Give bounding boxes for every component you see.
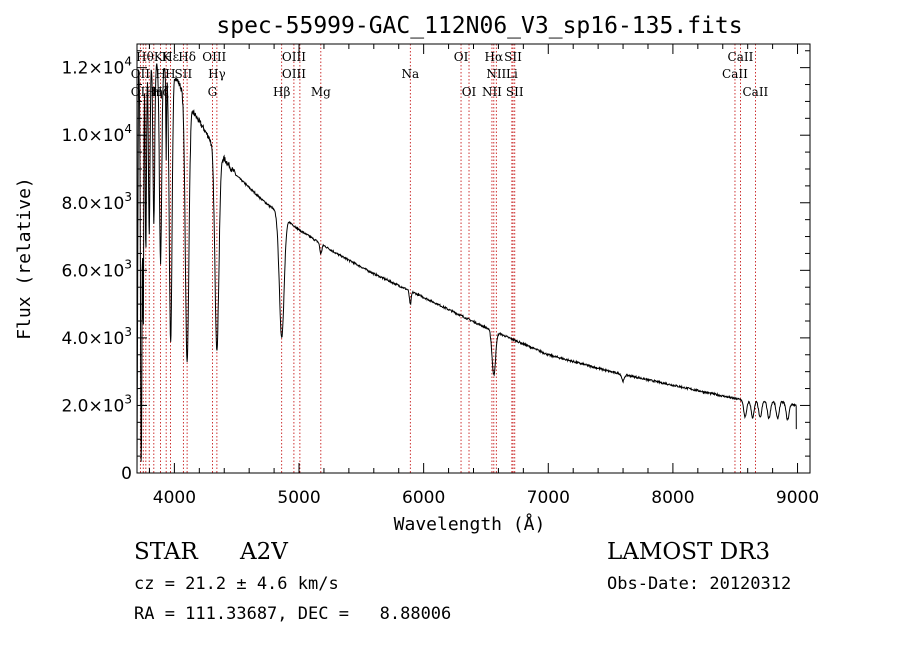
spectral-line-label: Li bbox=[506, 67, 518, 81]
spectral-line-label: OI bbox=[454, 50, 469, 64]
y-tick-label: 8.0×103 bbox=[61, 190, 132, 214]
spectral-line-label: SII bbox=[504, 50, 522, 64]
spectral-line-label: CaII bbox=[722, 67, 748, 81]
x-tick-label: 4000 bbox=[153, 488, 196, 508]
spectral-line-label: OIII bbox=[202, 50, 226, 64]
spectral-line-label: OIII bbox=[282, 67, 306, 81]
x-tick-label: 5000 bbox=[277, 488, 320, 508]
spectral-line-label: Hγ bbox=[208, 67, 226, 81]
redshift-text: cz = 21.2 ± 4.6 km/s bbox=[134, 574, 339, 594]
spectral-line-label: CaII bbox=[728, 50, 754, 64]
spectral-line-label: NII bbox=[486, 67, 506, 81]
spectral-line-label: CaII bbox=[742, 85, 768, 99]
spectral-line-label: OIII bbox=[282, 50, 306, 64]
spectrum-chart: spec-55999-GAC_112N06_V3_sp16-135.fits 40… bbox=[14, 13, 819, 535]
spectral-line-label: HθK bbox=[136, 50, 164, 64]
spectral-line-label: Hζ bbox=[152, 85, 169, 99]
spectral-line-label: Hα bbox=[485, 50, 504, 64]
spectral-line-label: Hε bbox=[162, 50, 179, 64]
spectral-line-label: Na bbox=[401, 67, 419, 81]
y-tick-label: 4.0×103 bbox=[61, 325, 132, 349]
object-type: STAR bbox=[134, 539, 198, 565]
spectral-line-label: SII bbox=[175, 67, 193, 81]
x-tick-label: 8000 bbox=[651, 488, 694, 508]
x-axis-label: Wavelength (Å) bbox=[394, 513, 546, 535]
y-tick-label: 6.0×103 bbox=[61, 257, 132, 281]
y-tick-label: 2.0×103 bbox=[61, 392, 132, 416]
spectral-line-label: H bbox=[165, 67, 175, 81]
spectral-class: A2V bbox=[240, 539, 288, 565]
spectral-line-label: K bbox=[162, 50, 172, 64]
obs-date: Obs-Date: 20120312 bbox=[607, 574, 792, 594]
y-axis-label: Flux (relative) bbox=[14, 177, 35, 340]
spectral-line-label: OI bbox=[462, 85, 477, 99]
spectral-line-label: SII bbox=[506, 85, 524, 99]
x-tick-label: 7000 bbox=[527, 488, 570, 508]
x-tick-label: 6000 bbox=[402, 488, 445, 508]
spectral-line-label: G bbox=[208, 85, 218, 99]
spectral-line-label: Mg bbox=[311, 85, 331, 99]
spectral-line-label: Hβ bbox=[273, 85, 290, 99]
spectral-line-label: OII bbox=[131, 67, 151, 81]
y-tick-label: 1.2×104 bbox=[61, 55, 132, 79]
y-tick-label: 1.0×104 bbox=[61, 122, 132, 146]
spectral-line-label: Hη bbox=[145, 85, 163, 99]
spectral-line-label: OII bbox=[131, 85, 151, 99]
spectral-line-label: NII bbox=[482, 85, 502, 99]
y-tick-label: 0 bbox=[121, 464, 132, 484]
plot-frame bbox=[136, 43, 811, 474]
survey-name: LAMOST DR3 bbox=[607, 539, 771, 565]
spectrum-line bbox=[136, 63, 797, 474]
chart-title: spec-55999-GAC_112N06_V3_sp16-135.fits bbox=[216, 13, 742, 39]
spectral-line-label: Hδ bbox=[178, 50, 196, 64]
coordinates: RA = 111.33687, DEC = 8.88006 bbox=[134, 604, 452, 624]
spectral-line-label: H bbox=[155, 67, 165, 81]
x-tick-label: 9000 bbox=[776, 488, 819, 508]
